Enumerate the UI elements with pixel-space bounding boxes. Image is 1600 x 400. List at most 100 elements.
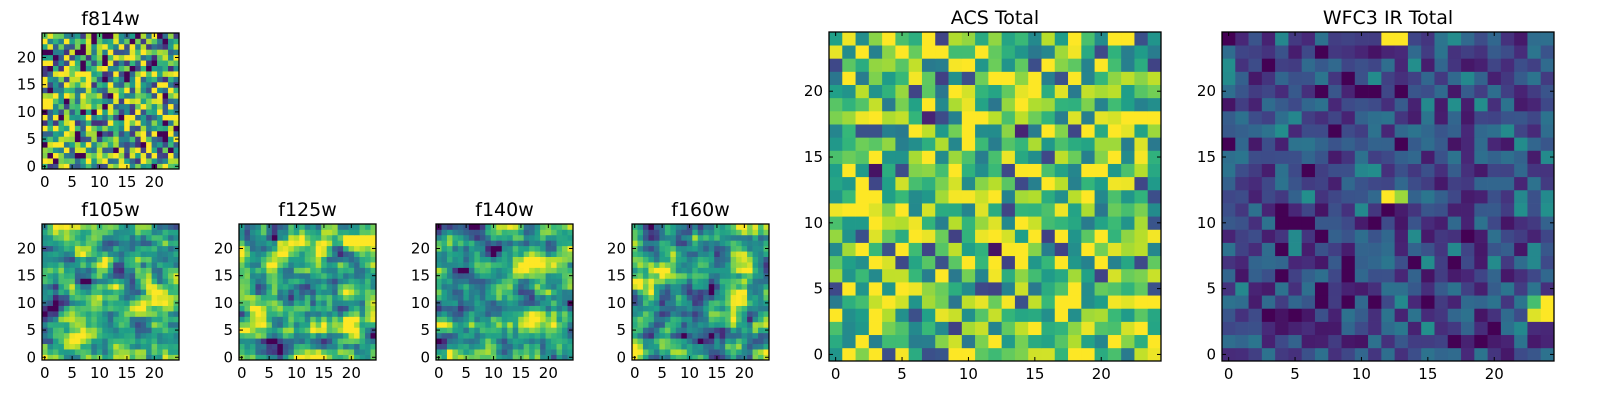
heatmap-cell	[47, 251, 54, 257]
heatmap-cell	[1487, 32, 1502, 46]
heatmap-cell	[255, 240, 262, 247]
heatmap-cell	[921, 97, 936, 112]
heatmap-cell	[703, 251, 710, 257]
heatmap-cell	[1328, 71, 1342, 85]
heatmap-cell	[895, 321, 910, 336]
heatmap-cell	[708, 321, 715, 328]
heatmap-cell	[58, 147, 65, 154]
heatmap-cell	[343, 283, 349, 290]
heatmap-cell	[348, 272, 355, 279]
heatmap-cell	[921, 321, 936, 336]
heatmap-cell	[664, 278, 671, 285]
heatmap-cell	[747, 311, 753, 317]
heatmap-cell	[91, 272, 98, 279]
heatmap-cell	[1461, 255, 1475, 270]
heatmap-cell	[1421, 321, 1435, 336]
heatmap-cell	[310, 240, 317, 247]
heatmap-cell	[752, 272, 759, 279]
heatmap-cell	[124, 98, 131, 105]
heatmap-cell	[173, 92, 180, 99]
heatmap-cell	[343, 245, 349, 252]
heatmap-cell	[1248, 334, 1263, 349]
heatmap-cell	[129, 163, 136, 170]
heatmap-cell	[1235, 163, 1249, 178]
heatmap-cell	[1301, 176, 1316, 191]
heatmap-cell	[96, 305, 103, 312]
heatmap-cell	[935, 97, 949, 112]
y-tick-label: 0	[26, 157, 36, 175]
heatmap-cell	[961, 321, 976, 336]
heatmap-cell	[1222, 242, 1236, 257]
heatmap-cell	[681, 267, 688, 274]
heatmap-cell	[632, 234, 638, 241]
heatmap-cell	[271, 256, 278, 263]
heatmap-cell	[124, 332, 131, 339]
heatmap-cell	[1527, 216, 1542, 230]
heatmap-cell	[692, 272, 699, 279]
heatmap-cell	[74, 354, 81, 361]
heatmap-cell	[107, 158, 114, 164]
heatmap-cell	[1314, 97, 1329, 112]
heatmap-cell	[518, 283, 525, 290]
heatmap-cell	[648, 229, 655, 236]
heatmap-cell	[747, 327, 753, 334]
heatmap-cell	[1461, 150, 1475, 164]
heatmap-cell	[1288, 216, 1303, 230]
heatmap-cell	[1001, 110, 1016, 125]
heatmap-cell	[91, 343, 98, 350]
heatmap-cell	[266, 229, 273, 236]
heatmap-cell	[151, 98, 158, 105]
heatmap-cell	[829, 150, 843, 164]
heatmap-cell	[1487, 268, 1502, 283]
heatmap-cell	[686, 278, 693, 285]
heatmap-cell	[42, 294, 48, 301]
heatmap-cell	[948, 163, 963, 178]
heatmap-cell	[719, 300, 726, 306]
heatmap-cell	[664, 245, 671, 252]
heatmap-cell	[708, 311, 715, 317]
heatmap-cell	[882, 45, 896, 59]
heatmap-cell	[1261, 308, 1276, 322]
heatmap-cell	[113, 103, 120, 110]
heatmap-cell	[140, 311, 147, 317]
heatmap-cell	[359, 267, 366, 274]
heatmap-cell	[1514, 45, 1528, 59]
heatmap-cell	[490, 234, 497, 241]
heatmap-cell	[523, 245, 530, 252]
heatmap-cell	[935, 71, 949, 85]
heatmap-cell	[113, 109, 120, 115]
heatmap-cell	[244, 343, 251, 350]
heatmap-cell	[725, 251, 731, 257]
heatmap-cell	[446, 354, 453, 361]
heatmap-cell	[1107, 347, 1122, 362]
heatmap-cell	[697, 289, 704, 296]
heatmap-cell	[868, 203, 883, 217]
heatmap-cell	[545, 311, 552, 317]
heatmap-cell	[637, 316, 644, 323]
heatmap-cell	[157, 262, 163, 268]
heatmap-cell	[107, 321, 114, 328]
heatmap-cell	[441, 354, 448, 361]
heatmap-cell	[266, 289, 273, 296]
heatmap-cell	[895, 32, 910, 46]
heatmap-cell	[129, 152, 136, 159]
heatmap-cell	[1288, 347, 1303, 362]
heatmap-cell	[921, 308, 936, 322]
heatmap-cell	[1121, 58, 1135, 72]
heatmap-cell	[1121, 71, 1135, 85]
heatmap-cell	[113, 289, 120, 296]
heatmap-cell	[118, 332, 125, 339]
heatmap-cell	[1500, 229, 1515, 243]
heatmap-cell	[659, 289, 666, 296]
heatmap-cell	[1014, 347, 1029, 362]
heatmap-cell	[1275, 334, 1289, 349]
heatmap-cell	[47, 158, 54, 164]
heatmap-cell	[266, 262, 273, 268]
heatmap-cell	[1474, 176, 1488, 191]
heatmap-cell	[52, 81, 59, 88]
heatmap-cell	[315, 316, 322, 323]
heatmap-cell	[1288, 268, 1303, 283]
heatmap-cell	[567, 332, 574, 339]
heatmap-cell	[326, 240, 333, 247]
heatmap-cell	[162, 289, 169, 296]
